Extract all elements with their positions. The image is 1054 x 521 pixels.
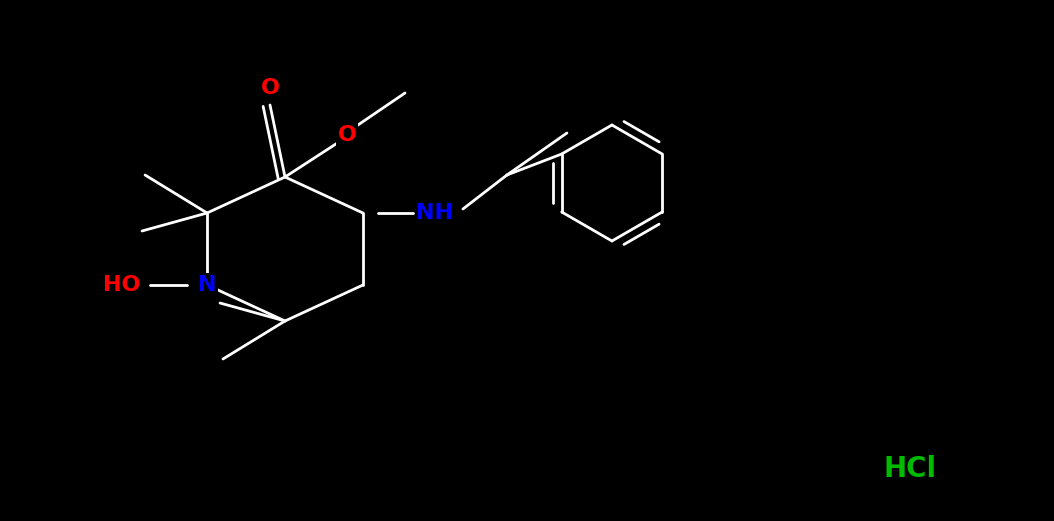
Text: HCl: HCl	[883, 455, 937, 483]
Text: NH: NH	[416, 203, 453, 223]
Text: O: O	[260, 78, 279, 98]
Text: N: N	[198, 275, 216, 295]
Text: HO: HO	[103, 275, 141, 295]
Text: O: O	[337, 125, 356, 145]
